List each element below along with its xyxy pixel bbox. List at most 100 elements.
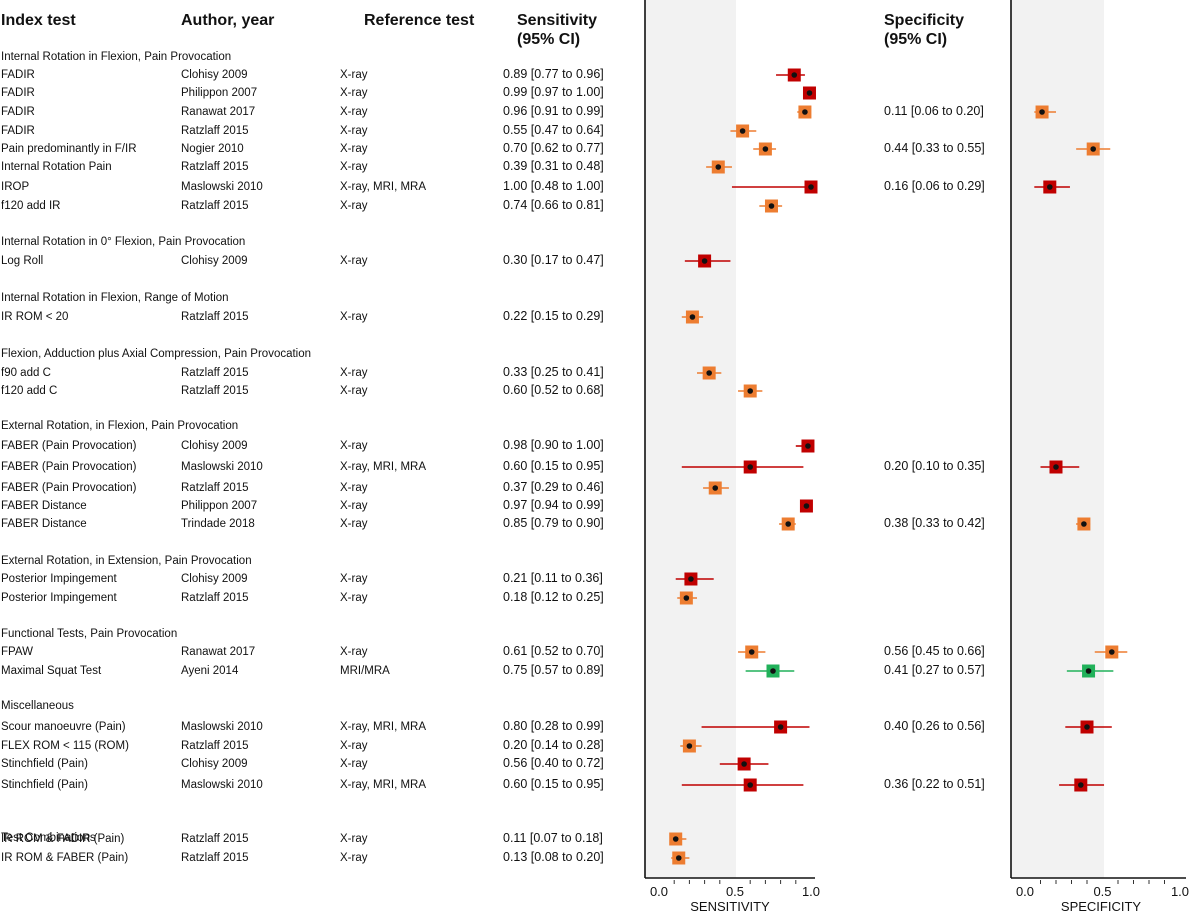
row-sensitivity-ci: 0.60 [0.52 to 0.68]: [503, 383, 604, 397]
header-reference-test: Reference test: [364, 12, 475, 29]
sensitivity-estimate-dot: [747, 464, 753, 470]
row-sensitivity-ci: 0.60 [0.15 to 0.95]: [503, 459, 604, 473]
sensitivity-estimate-dot: [747, 782, 753, 788]
sensitivity-estimate-dot: [791, 72, 798, 78]
row-reference-test: X-ray: [340, 482, 368, 494]
row-author-year: Philippon 2007: [181, 500, 258, 512]
row-author-year: Ranawat 2017: [181, 106, 256, 118]
sensitivity-estimate-dot: [747, 388, 753, 394]
row-author-year: Maslowski 2010: [181, 181, 263, 193]
header-author-year: Author, year: [181, 12, 275, 29]
row-sensitivity-ci: 0.74 [0.66 to 0.81]: [503, 198, 604, 212]
row-author-year: Ratzlaff 2015: [181, 200, 249, 212]
group-title: Internal Rotation in 0° Flexion, Pain Pr…: [1, 236, 246, 248]
sensitivity-estimate-dot: [675, 855, 682, 861]
row-specificity-ci: 0.20 [0.10 to 0.35]: [884, 459, 985, 473]
row-index-test: Stinchfield (Pain): [1, 758, 88, 770]
row-author-year: Ranawat 2017: [181, 646, 256, 658]
sensitivity-estimate-dot: [802, 109, 808, 115]
row-author-year: Ratzlaff 2015: [181, 592, 249, 604]
row-reference-test: X-ray: [340, 161, 368, 173]
row-specificity-ci: 0.16 [0.06 to 0.29]: [884, 179, 985, 193]
row-author-year: Ratzlaff 2015: [181, 482, 249, 494]
row-sensitivity-ci: 0.13 [0.08 to 0.20]: [503, 850, 604, 864]
sensitivity-estimate-dot: [777, 724, 784, 730]
row-reference-test: X-ray: [340, 385, 368, 397]
row-index-test: IR ROM < 20: [1, 311, 69, 323]
row-author-year: Maslowski 2010: [181, 721, 263, 733]
row-author-year: Ratzlaff 2015: [181, 161, 249, 173]
row-reference-test: X-ray, MRI, MRA: [340, 461, 427, 473]
group-title: External Rotation, in Extension, Pain Pr…: [1, 555, 252, 567]
row-sensitivity-ci: 0.70 [0.62 to 0.77]: [503, 141, 604, 155]
row-index-test: FABER (Pain Provocation): [1, 482, 137, 494]
specificity-tick-label: 0.0: [1016, 884, 1034, 899]
row-reference-test: X-ray: [340, 573, 368, 585]
row-index-test: f90 add C: [1, 367, 51, 379]
row-specificity-ci: 0.41 [0.27 to 0.57]: [884, 663, 985, 677]
sensitivity-estimate-dot: [701, 258, 708, 264]
row-author-year: Maslowski 2010: [181, 779, 263, 791]
row-author-year: Ratzlaff 2015: [181, 311, 249, 323]
row-sensitivity-ci: 0.97 [0.94 to 0.99]: [503, 498, 604, 512]
row-sensitivity-ci: 0.22 [0.15 to 0.29]: [503, 309, 604, 323]
row-author-year: Clohisy 2009: [181, 573, 248, 585]
sensitivity-estimate-dot: [748, 649, 755, 655]
group-title: External Rotation, in Flexion, Pain Prov…: [1, 420, 239, 432]
row-sensitivity-ci: 0.21 [0.11 to 0.36]: [503, 571, 603, 585]
row-index-test: IROP: [1, 181, 30, 193]
row-index-test: f120 add IR: [1, 200, 61, 212]
sensitivity-estimate-dot: [806, 90, 813, 96]
header-specificity: Specificity: [884, 12, 965, 29]
specificity-estimate-dot: [1047, 184, 1053, 190]
sensitivity-estimate-dot: [683, 595, 690, 601]
row-sensitivity-ci: 0.85 [0.79 to 0.90]: [503, 516, 604, 530]
row-index-test: FABER Distance: [1, 500, 87, 512]
row-specificity-ci: 0.56 [0.45 to 0.66]: [884, 644, 985, 658]
specificity-estimate-dot: [1039, 109, 1045, 115]
row-index-test: IR ROM & FADIR (Pain): [1, 833, 125, 845]
row-reference-test: X-ray: [340, 367, 368, 379]
row-reference-test: X-ray: [340, 646, 368, 658]
sensitivity-estimate-dot: [672, 836, 679, 842]
row-reference-test: X-ray: [340, 69, 368, 81]
row-author-year: Ratzlaff 2015: [181, 367, 249, 379]
sensitivity-estimate-dot: [768, 203, 775, 209]
row-reference-test: X-ray: [340, 200, 368, 212]
specificity-estimate-dot: [1090, 146, 1096, 152]
row-author-year: Ayeni 2014: [181, 665, 239, 677]
row-reference-test: X-ray: [340, 106, 368, 118]
row-sensitivity-ci: 0.18 [0.12 to 0.25]: [503, 590, 604, 604]
row-sensitivity-ci: 0.98 [0.90 to 1.00]: [503, 438, 604, 452]
row-index-test: Pain predominantly in F/IR: [1, 143, 137, 155]
row-sensitivity-ci: 0.99 [0.97 to 1.00]: [503, 85, 604, 99]
row-author-year: Trindade 2018: [181, 518, 255, 530]
sensitivity-estimate-dot: [770, 668, 776, 674]
row-reference-test: X-ray: [340, 833, 368, 845]
specificity-estimate-dot: [1109, 649, 1115, 655]
row-specificity-ci: 0.40 [0.26 to 0.56]: [884, 719, 985, 733]
row-index-test: FADIR: [1, 87, 35, 99]
row-sensitivity-ci: 0.75 [0.57 to 0.89]: [503, 663, 604, 677]
row-index-test: FABER (Pain Provocation): [1, 461, 137, 473]
row-sensitivity-ci: 1.00 [0.48 to 1.00]: [503, 179, 604, 193]
row-index-test: FABER (Pain Provocation): [1, 440, 137, 452]
row-reference-test: X-ray: [340, 440, 368, 452]
sensitivity-estimate-dot: [712, 485, 719, 491]
row-author-year: Philippon 2007: [181, 87, 258, 99]
header-sensitivity: Sensitivity: [517, 12, 598, 29]
row-reference-test: X-ray, MRI, MRA: [340, 721, 427, 733]
row-sensitivity-ci: 0.60 [0.15 to 0.95]: [503, 777, 604, 791]
row-sensitivity-ci: 0.33 [0.25 to 0.41]: [503, 365, 604, 379]
row-sensitivity-ci: 0.80 [0.28 to 0.99]: [503, 719, 604, 733]
sensitivity-estimate-dot: [785, 521, 791, 527]
specificity-tick-label: 0.5: [1093, 884, 1111, 899]
specificity-estimate-dot: [1081, 521, 1087, 527]
row-sensitivity-ci: 0.96 [0.91 to 0.99]: [503, 104, 604, 118]
row-sensitivity-ci: 0.89 [0.77 to 0.96]: [503, 67, 604, 81]
row-index-test: Scour manoeuvre (Pain): [1, 721, 126, 733]
header-specificity-ci: (95% CI): [884, 31, 948, 48]
group-title: Internal Rotation in Flexion, Pain Provo…: [1, 51, 232, 63]
row-author-year: Nogier 2010: [181, 143, 244, 155]
